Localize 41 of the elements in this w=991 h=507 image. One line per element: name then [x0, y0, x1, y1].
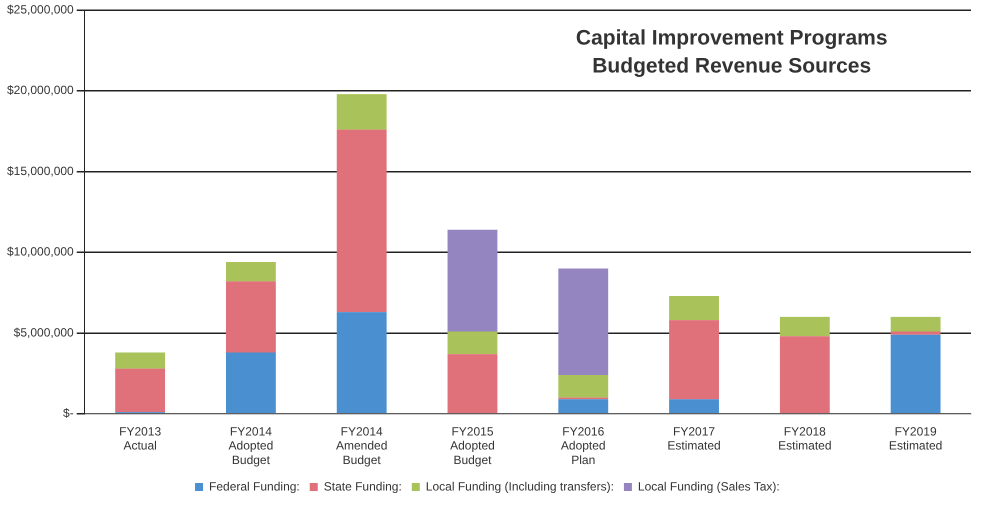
bar — [669, 296, 719, 320]
bar — [558, 268, 608, 376]
legend-label: State Funding: — [324, 479, 402, 494]
legend-label: Local Funding (Including transfers): — [426, 479, 614, 494]
y-tick-label: $15,000,000 — [7, 164, 74, 178]
bar — [890, 316, 941, 332]
bar — [448, 354, 498, 414]
bar — [448, 230, 498, 332]
bar — [226, 262, 276, 282]
x-tick-label: FY2019 Estimated — [888, 424, 942, 453]
x-tick-label: FY2013 Actual — [119, 424, 162, 453]
bar — [780, 336, 830, 414]
bar — [780, 316, 830, 336]
x-tick-label: FY2015 Adopted Budget — [450, 424, 495, 468]
bar — [669, 320, 719, 400]
bar — [226, 352, 276, 414]
x-tick-label: FY2016 Adopted Plan — [560, 424, 606, 468]
bar — [558, 375, 608, 398]
bar — [115, 368, 166, 412]
y-tick-label: $20,000,000 — [7, 83, 74, 98]
bar — [558, 399, 608, 414]
bar — [669, 399, 719, 414]
legend-label: Local Funding (Sales Tax): — [638, 479, 780, 494]
x-tick-label: FY2014 Adopted Budget — [228, 424, 274, 468]
x-tick-label: FY2017 Estimated — [667, 424, 721, 453]
bar — [226, 281, 276, 352]
bar — [890, 334, 941, 414]
bar — [115, 352, 166, 369]
y-tick-label: $5,000,000 — [14, 325, 74, 340]
bar — [448, 331, 498, 354]
legend-label: Federal Funding: — [209, 479, 300, 494]
bar — [336, 312, 387, 414]
bar — [890, 331, 941, 335]
x-tick-label: FY2014 Amended Budget — [336, 424, 388, 468]
bar — [336, 130, 387, 312]
text: Capital Improvement Programs Budgeted Revenue Sources — [576, 26, 888, 78]
x-tick-label: FY2018 Estimated — [778, 424, 832, 453]
bar — [336, 94, 387, 130]
y-tick-label: $10,000,000 — [7, 244, 74, 259]
y-tick-label: $25,000,000 — [7, 2, 74, 17]
y-tick-label: $- — [63, 406, 74, 420]
